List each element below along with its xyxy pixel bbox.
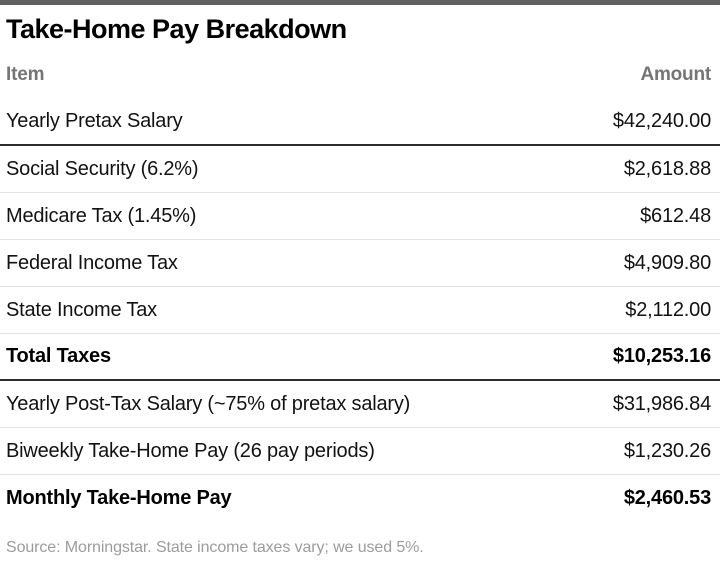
row-item-label: Federal Income Tax — [6, 251, 178, 274]
table-row-monthly-take-home-pay: Monthly Take-Home Pay $2,460.53 — [0, 475, 720, 523]
table-row: Medicare Tax (1.45%) $612.48 — [0, 193, 720, 241]
table-row: Yearly Pretax Salary $42,240.00 — [0, 99, 720, 147]
row-item-label: State Income Tax — [6, 298, 157, 321]
table-row: Federal Income Tax $4,909.80 — [0, 240, 720, 288]
row-item-label: Medicare Tax (1.45%) — [6, 204, 197, 227]
column-header-amount: Amount — [640, 64, 711, 86]
column-header-item: Item — [6, 64, 45, 86]
row-item-label: Biweekly Take-Home Pay (26 pay periods) — [6, 439, 375, 462]
table-row: Biweekly Take-Home Pay (26 pay periods) … — [0, 428, 720, 476]
table-row-total-taxes: Total Taxes $10,253.16 — [0, 334, 720, 382]
row-amount-value: $612.48 — [640, 204, 711, 227]
row-amount-value: $1,230.26 — [623, 439, 711, 462]
row-item-label: Yearly Pretax Salary — [6, 110, 183, 133]
row-amount-value: $31,986.84 — [612, 392, 711, 415]
page-title: Take-Home Pay Breakdown — [6, 14, 347, 44]
row-amount-value: $10,253.16 — [612, 345, 711, 368]
row-amount-value: $2,460.53 — [623, 487, 711, 510]
source-note: Source: Morningstar. State income taxes … — [6, 539, 424, 557]
row-amount-value: $2,618.88 — [623, 157, 711, 180]
row-amount-value: $4,909.80 — [623, 251, 711, 274]
row-amount-value: $2,112.00 — [625, 298, 711, 321]
row-item-label: Yearly Post-Tax Salary (~75% of pretax s… — [6, 392, 411, 415]
row-item-label: Total Taxes — [6, 345, 111, 368]
table-row: Social Security (6.2%) $2,618.88 — [0, 146, 720, 194]
table-row: State Income Tax $2,112.00 — [0, 287, 720, 335]
row-item-label: Social Security (6.2%) — [6, 157, 199, 180]
table-column-headers: Item Amount — [0, 45, 720, 99]
row-item-label: Monthly Take-Home Pay — [6, 487, 232, 510]
table-row: Yearly Post-Tax Salary (~75% of pretax s… — [0, 381, 720, 429]
top-accent-bar — [0, 0, 720, 5]
row-amount-value: $42,240.00 — [612, 110, 711, 133]
